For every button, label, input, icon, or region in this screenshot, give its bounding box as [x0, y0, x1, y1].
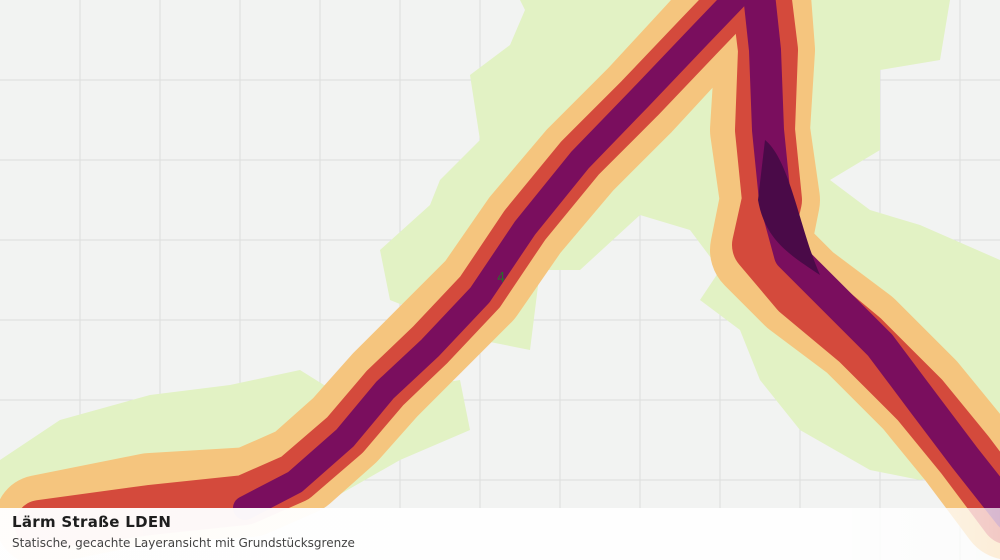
caption-panel: Lärm Straße LDEN Statische, gecachte Lay…	[0, 508, 1000, 560]
map-label: 4	[497, 271, 505, 286]
layer-title: Lärm Straße LDEN	[12, 513, 172, 531]
layer-subtitle: Statische, gecachte Layeransicht mit Gru…	[12, 536, 355, 550]
